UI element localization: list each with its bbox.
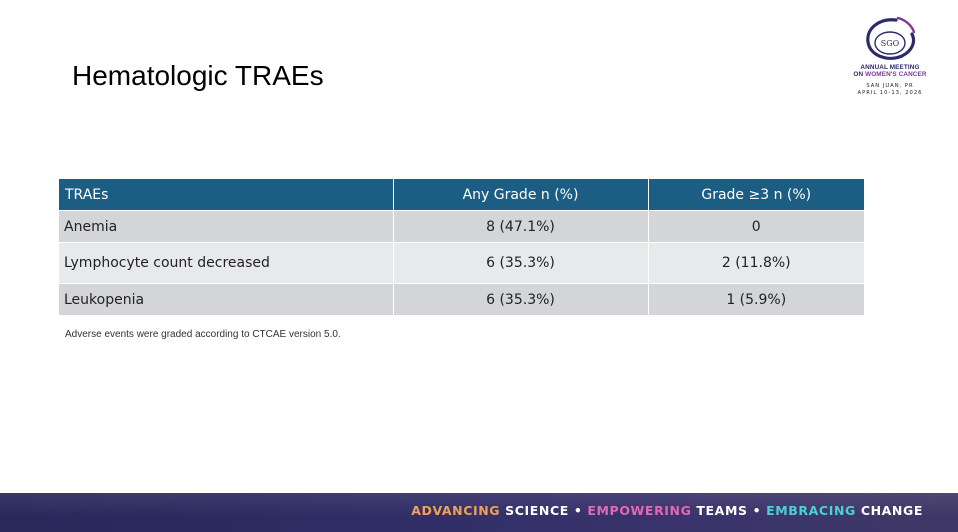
table-footnote: Adverse events were graded according to … [65, 329, 341, 340]
trae-table: TRAEs Any Grade n (%) Grade ≥3 n (%) Ane… [59, 179, 864, 315]
logo-line1: ANNUAL MEETING [860, 64, 920, 71]
logo-location: SAN JUAN, PR [866, 83, 914, 89]
sgo-emblem-icon: SGO [866, 16, 916, 60]
any-grade-value: 8 (47.1%) [393, 210, 649, 243]
banner-tagline: ADVANCING SCIENCE • EMPOWERING TEAMS • E… [411, 503, 923, 518]
row-label: Leukopenia [59, 283, 394, 315]
header-any-grade: Any Grade n (%) [393, 179, 649, 211]
header-traes: TRAEs [59, 179, 394, 211]
table-row: Lymphocyte count decreased 6 (35.3%) 2 (… [59, 242, 864, 284]
row-label: Anemia [59, 210, 394, 243]
grade-3-value: 0 [648, 210, 864, 243]
grade-3-value: 2 (11.8%) [648, 242, 864, 284]
slide-title: Hematologic TRAEs [72, 60, 324, 91]
header-grade-3: Grade ≥3 n (%) [648, 179, 864, 211]
grade-3-value: 1 (5.9%) [648, 283, 864, 315]
bottom-banner: ADVANCING SCIENCE • EMPOWERING TEAMS • E… [0, 493, 958, 532]
sgo-logo: SGO ANNUAL MEETING ON WOMEN'S CANCER SAN… [852, 14, 928, 106]
table-header-row: TRAEs Any Grade n (%) Grade ≥3 n (%) [59, 179, 864, 211]
table-row: Leukopenia 6 (35.3%) 1 (5.9%) [59, 283, 864, 315]
any-grade-value: 6 (35.3%) [393, 242, 649, 284]
any-grade-value: 6 (35.3%) [393, 283, 649, 315]
logo-dates: APRIL 10-13, 2026 [857, 90, 923, 96]
logo-line2: ON WOMEN'S CANCER [853, 71, 927, 78]
row-label: Lymphocyte count decreased [59, 242, 394, 284]
logo-org-text: SGO [881, 39, 900, 48]
table-row: Anemia 8 (47.1%) 0 [59, 210, 864, 243]
